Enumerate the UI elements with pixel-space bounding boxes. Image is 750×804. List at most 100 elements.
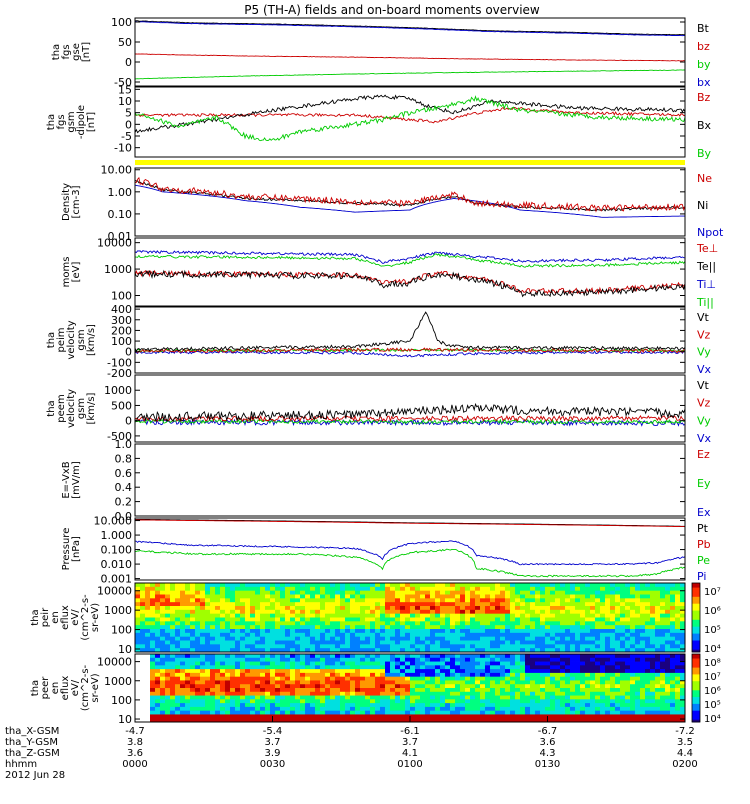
spectrogram-cell	[300, 718, 306, 723]
spectrogram-cell	[305, 665, 311, 670]
spectrogram-cell	[400, 613, 406, 618]
spectrogram-cell	[355, 636, 361, 641]
spectrogram-cell	[640, 654, 646, 659]
spectrogram-cell	[535, 583, 541, 588]
spectrogram-cell	[565, 598, 571, 603]
spectrogram-cell	[220, 644, 226, 649]
spectrogram-cell	[140, 699, 146, 704]
spectrogram-cell	[420, 710, 426, 715]
spectrogram-cell	[645, 586, 651, 592]
spectrogram-cell	[195, 706, 201, 712]
spectrogram-cell	[580, 636, 586, 641]
spectrogram-cell	[425, 644, 431, 649]
spectrogram-cell	[355, 710, 361, 715]
spectrogram-cell	[240, 661, 246, 666]
y-tick-label: 0.4	[115, 481, 133, 494]
spectrogram-cell	[300, 691, 306, 696]
spectrogram-cell	[510, 598, 516, 603]
spectrogram-cell	[370, 718, 376, 723]
y-axis-label: fgs	[61, 44, 72, 59]
spectrogram-cell	[660, 684, 666, 689]
spectrogram-cell	[285, 583, 291, 588]
spectrogram-cell	[150, 606, 156, 611]
spectrogram-cell	[630, 710, 636, 715]
spectrogram-cell	[475, 691, 481, 696]
spectrogram-cell	[495, 644, 501, 649]
spectrogram-cell	[405, 644, 411, 649]
spectrogram-cell	[510, 606, 516, 611]
spectrogram-cell	[185, 598, 191, 603]
spectrogram-cell	[180, 657, 186, 662]
spectrogram-cell	[315, 703, 321, 708]
spectrogram-cell	[630, 699, 636, 704]
x-axis-value: 4.4	[677, 748, 693, 759]
spectrogram-cell	[375, 718, 381, 723]
spectrogram-cell	[290, 625, 296, 630]
spectrogram-cell	[560, 703, 566, 708]
spectrogram-cell	[605, 590, 611, 595]
spectrogram-cell	[565, 669, 571, 674]
spectrogram-cell	[635, 648, 641, 653]
spectrogram-cell	[600, 684, 606, 689]
spectrogram-cell	[535, 632, 541, 638]
spectrogram-cell	[240, 680, 246, 685]
spectrogram-cell	[555, 606, 561, 611]
spectrogram-cell	[240, 691, 246, 696]
spectrogram-cell	[645, 609, 651, 615]
spectrogram-cell	[360, 621, 366, 626]
spectrogram-cell	[360, 684, 366, 689]
spectrogram-cell	[215, 706, 221, 712]
colorbar-segment	[692, 638, 700, 641]
spectrogram-cell	[375, 691, 381, 696]
spectrogram-cell	[385, 654, 391, 659]
spectrogram-cell	[480, 629, 486, 634]
spectrogram-cell	[345, 609, 351, 615]
spectrogram-cell	[295, 714, 301, 719]
spectrogram-cell	[385, 676, 391, 681]
spectrogram-cell	[230, 586, 236, 592]
spectrogram-cell	[610, 648, 616, 653]
spectrogram-cell	[480, 625, 486, 630]
spectrogram-cell	[255, 617, 261, 622]
x-axis-value: -6.7	[538, 726, 558, 737]
spectrogram-cell	[205, 672, 211, 678]
spectrogram-cell	[300, 699, 306, 704]
spectrogram-cell	[520, 617, 526, 622]
spectrogram-cell	[520, 621, 526, 626]
spectrogram-cell	[360, 688, 366, 693]
spectrogram-cell	[380, 684, 386, 689]
spectrogram-cell	[310, 606, 316, 611]
spectrogram-cell	[605, 665, 611, 670]
y-tick-label: -50	[114, 76, 132, 89]
spectrogram-cell	[300, 703, 306, 708]
spectrogram-cell	[395, 718, 401, 723]
spectrogram-cell	[250, 590, 256, 595]
spectrogram-cell	[490, 606, 496, 611]
spectrogram-cell	[355, 665, 361, 670]
spectrogram-cell	[300, 688, 306, 693]
spectrogram-cell	[545, 613, 551, 618]
spectrogram-cell	[525, 665, 531, 670]
y-axis-label: tha	[30, 680, 41, 696]
spectrogram-cell	[435, 640, 441, 645]
spectrogram-cell	[410, 665, 416, 670]
spectrogram-cell	[420, 676, 426, 681]
spectrogram-cell	[500, 590, 506, 595]
spectrogram-cell	[250, 699, 256, 704]
spectrogram-cell	[565, 583, 571, 588]
spectrogram-cell	[220, 688, 226, 693]
spectrogram-cell	[640, 590, 646, 595]
spectrogram-cell	[345, 665, 351, 670]
spectrogram-cell	[505, 636, 511, 641]
spectrogram-cell	[420, 718, 426, 723]
spectrogram-cell	[615, 606, 621, 611]
spectrogram-cell	[510, 621, 516, 626]
spectrogram-cell	[620, 621, 626, 626]
spectrogram-cell	[245, 636, 251, 641]
spectrogram-cell	[670, 617, 676, 622]
spectrogram-cell	[430, 669, 436, 674]
spectrogram-cell	[615, 586, 621, 592]
spectrogram-cell	[195, 632, 201, 638]
spectrogram-cell	[265, 714, 271, 719]
spectrogram-cell	[405, 684, 411, 689]
